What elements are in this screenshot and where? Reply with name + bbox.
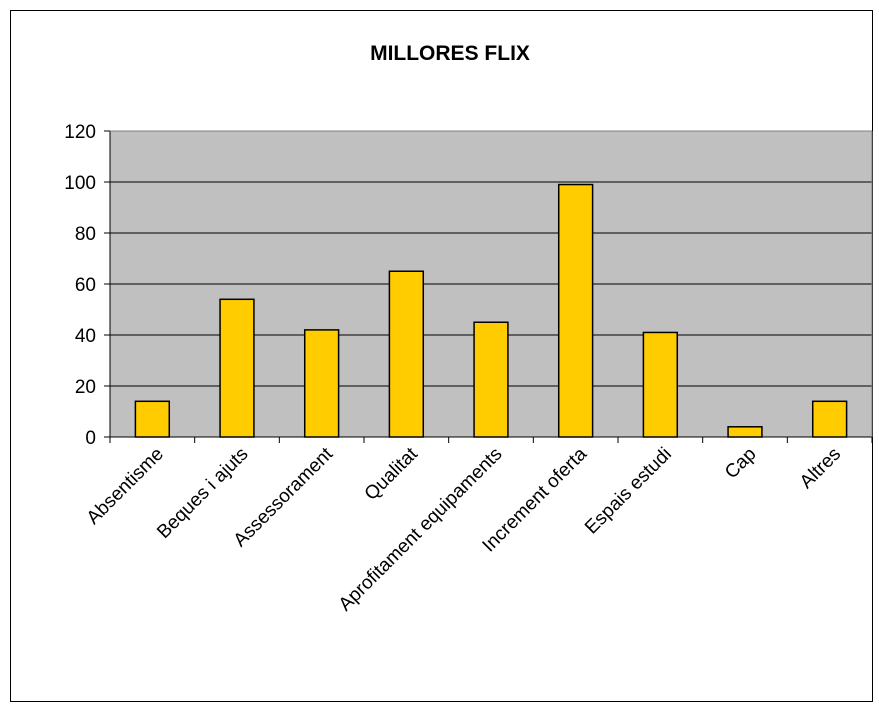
bar xyxy=(134,400,171,438)
x-tick-label: Espais estudi xyxy=(581,444,676,539)
x-tick-label: Qualitat xyxy=(361,443,423,505)
x-tick-label: Absentisme xyxy=(83,444,168,529)
bar xyxy=(219,298,255,438)
bar xyxy=(557,183,594,438)
bar xyxy=(303,329,340,438)
bar xyxy=(811,400,848,438)
bar xyxy=(642,331,679,438)
y-tick-label: 80 xyxy=(75,224,96,245)
y-tick-label: 120 xyxy=(64,122,96,143)
bar xyxy=(727,426,763,438)
y-tick-label: 0 xyxy=(85,428,96,449)
y-tick-label: 20 xyxy=(75,377,96,398)
bar xyxy=(473,321,509,438)
y-tick-label: 60 xyxy=(75,275,96,296)
x-tick-label: Cap xyxy=(721,444,760,483)
y-tick-label: 100 xyxy=(64,173,96,194)
bar xyxy=(388,270,425,438)
chart-title: MILLORES FLIX xyxy=(370,42,530,65)
x-tick-label: Altres xyxy=(796,444,845,493)
y-axis-ticks: 0 20 40 60 80 100 120 xyxy=(64,122,110,449)
bars xyxy=(134,183,848,438)
x-tick-label: Aprofitament equipaments xyxy=(335,444,507,616)
y-tick-label: 40 xyxy=(75,326,96,347)
